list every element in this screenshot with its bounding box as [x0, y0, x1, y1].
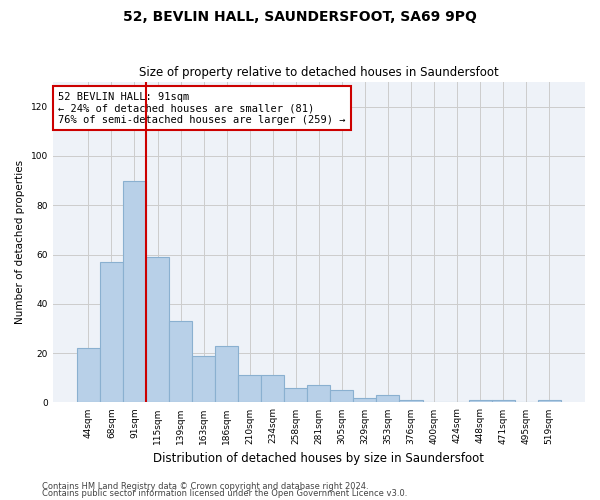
X-axis label: Distribution of detached houses by size in Saundersfoot: Distribution of detached houses by size … — [154, 452, 484, 465]
Text: Contains public sector information licensed under the Open Government Licence v3: Contains public sector information licen… — [42, 489, 407, 498]
Bar — [400, 400, 422, 402]
Bar — [100, 262, 123, 402]
Bar — [215, 346, 238, 403]
Bar — [261, 376, 284, 402]
Bar — [307, 385, 331, 402]
Bar — [146, 257, 169, 402]
Bar — [192, 356, 215, 403]
Bar — [238, 376, 261, 402]
Y-axis label: Number of detached properties: Number of detached properties — [15, 160, 25, 324]
Bar — [469, 400, 491, 402]
Bar — [353, 398, 376, 402]
Title: Size of property relative to detached houses in Saundersfoot: Size of property relative to detached ho… — [139, 66, 499, 80]
Bar — [538, 400, 561, 402]
Bar — [77, 348, 100, 403]
Bar — [284, 388, 307, 402]
Bar — [331, 390, 353, 402]
Text: 52 BEVLIN HALL: 91sqm
← 24% of detached houses are smaller (81)
76% of semi-deta: 52 BEVLIN HALL: 91sqm ← 24% of detached … — [58, 92, 346, 125]
Bar — [123, 180, 146, 402]
Bar — [491, 400, 515, 402]
Text: 52, BEVLIN HALL, SAUNDERSFOOT, SA69 9PQ: 52, BEVLIN HALL, SAUNDERSFOOT, SA69 9PQ — [123, 10, 477, 24]
Bar — [169, 321, 192, 402]
Text: Contains HM Land Registry data © Crown copyright and database right 2024.: Contains HM Land Registry data © Crown c… — [42, 482, 368, 491]
Bar — [376, 395, 400, 402]
